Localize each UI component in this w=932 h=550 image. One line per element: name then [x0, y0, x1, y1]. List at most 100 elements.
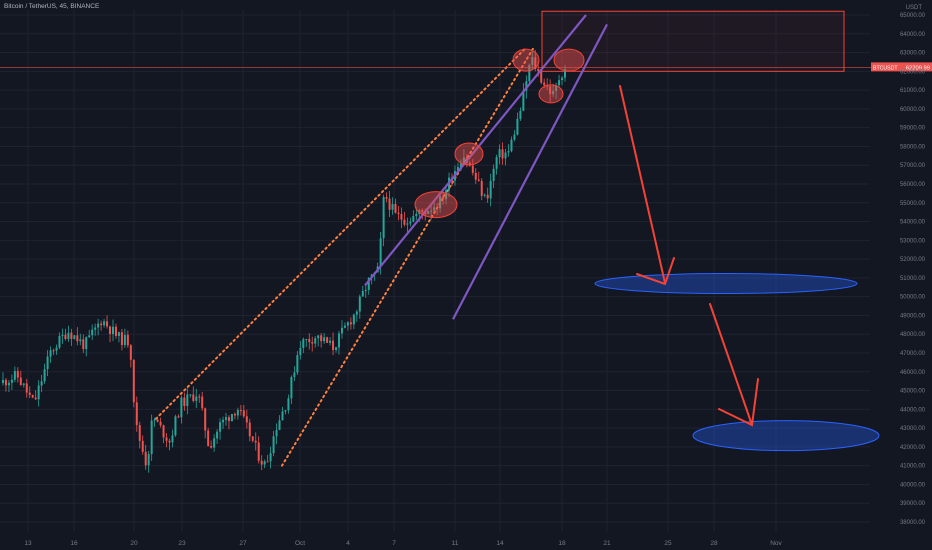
candle-body — [117, 332, 120, 336]
candle-body — [525, 81, 528, 91]
symbol-name: Bitcoin / TetherUS — [4, 3, 56, 10]
candle-body — [543, 82, 546, 86]
candle-body — [49, 350, 52, 357]
candle-body — [436, 207, 439, 209]
candle-body — [516, 118, 519, 135]
candle-body — [40, 381, 43, 386]
candle-body — [495, 157, 498, 169]
candle-body — [394, 203, 397, 213]
candle-body — [305, 338, 308, 340]
candle-body — [103, 321, 106, 326]
candle-body — [311, 342, 314, 344]
candle-body — [192, 394, 195, 401]
candle-body — [427, 211, 430, 214]
symbol-exchange: BINANCE — [70, 3, 100, 10]
y-tick-label: 60000.00 — [900, 107, 926, 113]
y-tick-label: 45000.00 — [900, 389, 926, 395]
candle-body — [343, 325, 346, 328]
candle-body — [58, 335, 61, 348]
y-tick-label: 59000.00 — [900, 126, 926, 132]
candle-body — [82, 339, 85, 350]
candle-body — [67, 332, 70, 340]
candle-body — [227, 417, 230, 422]
candle-body — [126, 334, 129, 346]
candle-body — [462, 157, 465, 164]
candle-body — [254, 440, 257, 443]
x-tick-label: 21 — [603, 540, 611, 547]
x-tick-label: 28 — [710, 540, 718, 547]
candle-body — [239, 409, 242, 411]
candle-body — [406, 223, 409, 225]
candle-body — [13, 370, 16, 380]
candle-body — [204, 408, 207, 431]
candle-body — [468, 162, 471, 166]
candle-body — [501, 149, 504, 159]
candle-body — [1, 379, 4, 384]
y-tick-label: 61000.00 — [900, 88, 926, 94]
y-tick-label: 41000.00 — [900, 464, 926, 470]
candle-body — [549, 86, 552, 95]
candle-body — [409, 221, 412, 224]
candle-body — [177, 416, 180, 418]
current-price-symbol: BTCUSDT — [873, 65, 898, 71]
x-tick-label: Oct — [295, 540, 305, 547]
y-tick-label: 54000.00 — [900, 220, 926, 226]
candle-body — [391, 203, 394, 210]
candle-body — [25, 383, 28, 393]
y-tick-label: 42000.00 — [900, 445, 926, 451]
candle-body — [358, 296, 361, 312]
candle-body — [275, 429, 278, 437]
candle-body — [263, 461, 266, 465]
candle-body — [144, 451, 147, 466]
target-zone-first-target — [594, 273, 858, 295]
y-tick-label: 40000.00 — [900, 482, 926, 488]
candle-body — [168, 440, 171, 443]
candle-body — [338, 333, 340, 348]
candle-body — [129, 345, 132, 360]
candle-body — [120, 332, 123, 346]
down-arrow-1-head — [636, 257, 675, 286]
candle-body — [340, 327, 343, 334]
candle-body — [326, 337, 329, 343]
candle-body — [242, 410, 245, 417]
candle-body — [352, 314, 355, 325]
candle-body — [349, 322, 352, 325]
candle-body — [109, 326, 112, 335]
candle-body — [314, 338, 317, 344]
candle-body — [46, 356, 49, 370]
y-tick-label: 50000.00 — [900, 295, 926, 301]
x-tick-label: 18 — [558, 540, 566, 547]
symbol-header: Bitcoin / TetherUS, 45, BINANCE — [4, 3, 100, 10]
candle-body — [400, 214, 403, 220]
candle-body — [16, 370, 19, 378]
candle-body — [236, 409, 239, 416]
x-tick-label: 16 — [70, 540, 78, 547]
candle-body — [260, 460, 263, 465]
candle-body — [483, 194, 486, 196]
candle-body — [367, 277, 370, 290]
candle-body — [403, 219, 406, 225]
candle-body — [272, 436, 275, 454]
candle-body — [52, 350, 55, 352]
candle-body — [156, 419, 159, 422]
candle-body — [153, 419, 156, 421]
channel-line-lower — [452, 23, 608, 320]
candle-body — [323, 337, 326, 342]
candle-body — [555, 85, 558, 91]
resistance-box — [541, 10, 845, 72]
x-tick-label: 25 — [664, 540, 672, 547]
candle-body — [519, 110, 522, 119]
candle-body — [61, 334, 64, 336]
candle-body — [459, 163, 462, 168]
candle-body — [210, 445, 213, 448]
candle-body — [114, 326, 117, 336]
x-tick-label: 14 — [496, 540, 504, 547]
candle-body — [361, 290, 364, 297]
x-tick-label: 7 — [392, 540, 396, 547]
candle-body — [445, 190, 448, 200]
candle-body — [278, 420, 281, 430]
candle-body — [100, 323, 103, 326]
candle-body — [308, 338, 311, 343]
